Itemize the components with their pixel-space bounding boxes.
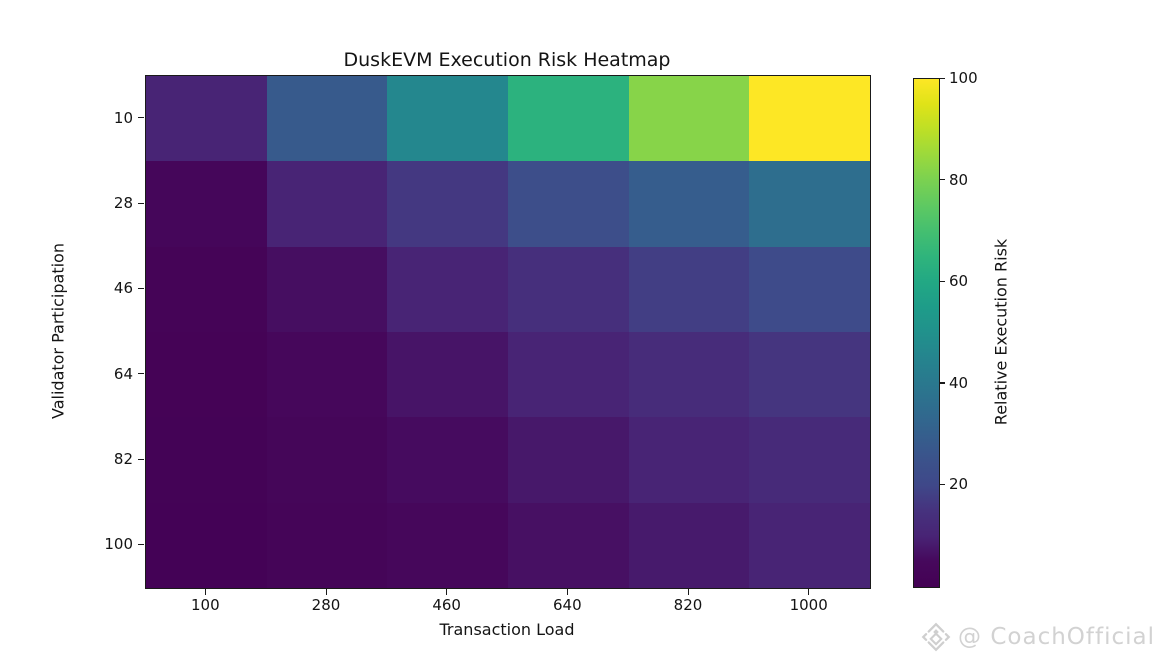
y-tick-label: 82 (113, 450, 133, 468)
heatmap-cell (146, 246, 267, 332)
heatmap-cell (749, 76, 870, 162)
y-tick-mark (138, 458, 144, 460)
y-tick-label: 28 (113, 194, 133, 212)
heatmap-cell (749, 417, 870, 503)
heatmap-cell (507, 417, 629, 503)
colorbar (913, 78, 940, 588)
colorbar-tick-mark (939, 483, 945, 486)
x-axis-label: Transaction Load (439, 620, 575, 639)
heatmap-cell (628, 246, 750, 332)
heatmap-cell (266, 76, 388, 162)
colorbar-tick-mark (939, 179, 945, 181)
heatmap-cell (146, 332, 267, 418)
colorbar-tick-mark (939, 280, 945, 282)
heatmap-cell (387, 76, 508, 162)
y-tick-mark (138, 202, 144, 204)
colorbar-tick-label: 80 (949, 170, 969, 189)
heatmap-plot (145, 75, 871, 589)
colorbar-tick-mark (939, 382, 945, 384)
x-tick-label: 640 (553, 596, 582, 614)
heatmap-cell (266, 332, 388, 418)
x-tick-mark (808, 589, 810, 595)
colorbar-tick-label: 100 (949, 69, 978, 87)
heatmap-cell (749, 332, 870, 418)
heatmap-cell (749, 502, 870, 588)
x-tick-label: 280 (311, 596, 341, 614)
heatmap-cell (146, 502, 267, 588)
heatmap-cell (387, 332, 508, 418)
y-tick-mark (138, 117, 144, 119)
watermark-text: @ CoachOfficial (958, 624, 1155, 650)
heatmap-cell (146, 417, 267, 503)
diamond-logo-icon (921, 622, 951, 652)
heatmap-cell (507, 76, 629, 162)
heatmap-cell (749, 246, 870, 332)
heatmap-cell (387, 502, 508, 588)
x-tick-label: 100 (191, 596, 220, 614)
heatmap-cell (387, 161, 508, 247)
heatmap-cell (628, 332, 750, 418)
heatmap-cell (266, 246, 388, 332)
colorbar-tick-mark (939, 77, 945, 79)
x-tick-mark (446, 589, 448, 595)
colorbar-tick-label: 60 (949, 272, 969, 291)
heatmap-cell (146, 76, 267, 162)
heatmap-cell (387, 246, 508, 332)
x-tick-mark (566, 589, 569, 595)
colorbar-tick-label: 20 (949, 475, 969, 494)
y-axis-label: Validator Participation (48, 243, 68, 419)
heatmap-cell (266, 161, 388, 247)
colorbar-tick-label: 40 (949, 373, 969, 392)
colorbar-label: Relative Execution Risk (991, 238, 1011, 426)
x-tick-mark (687, 589, 689, 595)
heatmap-cell (749, 161, 870, 247)
heatmap-cell (628, 502, 750, 588)
heatmap-cell (628, 161, 750, 247)
heatmap-cell (507, 246, 629, 332)
heatmap-cell (507, 332, 629, 418)
chart-title: DuskEVM Execution Risk Heatmap (343, 49, 671, 71)
heatmap-cell (387, 417, 508, 503)
y-tick-label: 64 (113, 364, 133, 383)
heatmap-cell (266, 502, 388, 588)
x-tick-mark (325, 589, 327, 595)
x-tick-label: 820 (673, 596, 703, 614)
y-tick-label: 100 (104, 535, 133, 554)
x-tick-label: 460 (432, 596, 461, 614)
heatmap-cell (266, 417, 388, 503)
y-tick-label: 10 (113, 108, 133, 127)
heatmap-cell (628, 76, 750, 162)
heatmap-cell (628, 417, 750, 503)
heatmap-cell (507, 502, 629, 588)
y-tick-mark (138, 287, 144, 290)
watermark: @ CoachOfficial (921, 622, 1155, 652)
y-tick-mark (138, 543, 144, 546)
x-tick-label: 1000 (789, 596, 828, 614)
y-tick-mark (138, 373, 144, 375)
y-tick-label: 46 (113, 279, 133, 298)
heatmap-cell (146, 161, 267, 247)
heatmap-cell (507, 161, 629, 247)
x-tick-mark (204, 589, 207, 595)
